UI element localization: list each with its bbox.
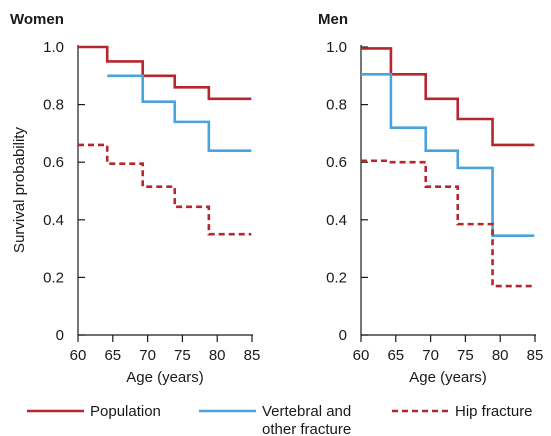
series-line-population (361, 47, 535, 147)
y-axis-label: Survival probability (11, 127, 28, 253)
legend-label-vertebral-line1: Vertebral and (262, 403, 351, 420)
y-tick-label: 1.0 (43, 39, 64, 56)
y-tick-label: 0.8 (43, 97, 64, 114)
x-tick-label: 75 (174, 347, 191, 364)
x-tick-label: 65 (104, 347, 121, 364)
series-men (361, 47, 535, 288)
x-axis-label-women: Age (years) (126, 369, 204, 386)
series-line-hip-fracture (78, 143, 252, 236)
x-tick-label: 75 (457, 347, 474, 364)
x-axis-label-men: Age (years) (409, 369, 487, 386)
x-tick-label: 85 (244, 347, 261, 364)
x-tick-label: 65 (387, 347, 404, 364)
y-tick-label: 0 (56, 327, 64, 344)
x-tick-label: 70 (422, 347, 439, 364)
y-tick-label: 0.6 (43, 154, 64, 171)
x-tick-label: 80 (209, 347, 226, 364)
series-women (78, 45, 252, 236)
y-tick-label: 0.4 (326, 212, 347, 229)
axes-women: 0 0.2 0.4 0.6 0.8 1.0 60 65 70 75 80 85 (43, 39, 260, 364)
panel-women: Women Survival probability Age (years) 0… (10, 11, 260, 386)
y-tick-label: 0.4 (43, 212, 64, 229)
series-line-hip-fracture (361, 159, 535, 288)
series-line-vertebral-and-other-fracture (107, 74, 252, 152)
y-tick-label: 0.8 (326, 97, 347, 114)
x-tick-label: 85 (527, 347, 544, 364)
x-tick-label: 70 (139, 347, 156, 364)
series-line-population (78, 45, 252, 101)
x-tick-label: 60 (70, 347, 87, 364)
panel-men: Men Age (years) 0 0.2 0.4 0.6 0.8 1.0 60 65 70 75… (318, 11, 543, 386)
y-tick-label: 1.0 (326, 39, 347, 56)
axes-men: 0 0.2 0.4 0.6 0.8 1.0 60 65 70 75 80 85 (326, 39, 543, 364)
legend: Population Vertebral and other fracture … (27, 403, 533, 436)
x-tick-label: 60 (353, 347, 370, 364)
legend-label-population: Population (90, 403, 161, 420)
y-tick-label: 0 (339, 327, 347, 344)
x-tick-label: 80 (492, 347, 509, 364)
legend-label-vertebral-line2: other fracture (262, 421, 351, 436)
y-tick-label: 0.2 (43, 269, 64, 286)
series-line-vertebral-and-other-fracture (361, 73, 535, 237)
y-tick-label: 0.6 (326, 154, 347, 171)
panel-title-women: Women (10, 11, 64, 28)
panel-title-men: Men (318, 11, 348, 28)
legend-label-hip: Hip fracture (455, 403, 533, 420)
y-tick-label: 0.2 (326, 269, 347, 286)
